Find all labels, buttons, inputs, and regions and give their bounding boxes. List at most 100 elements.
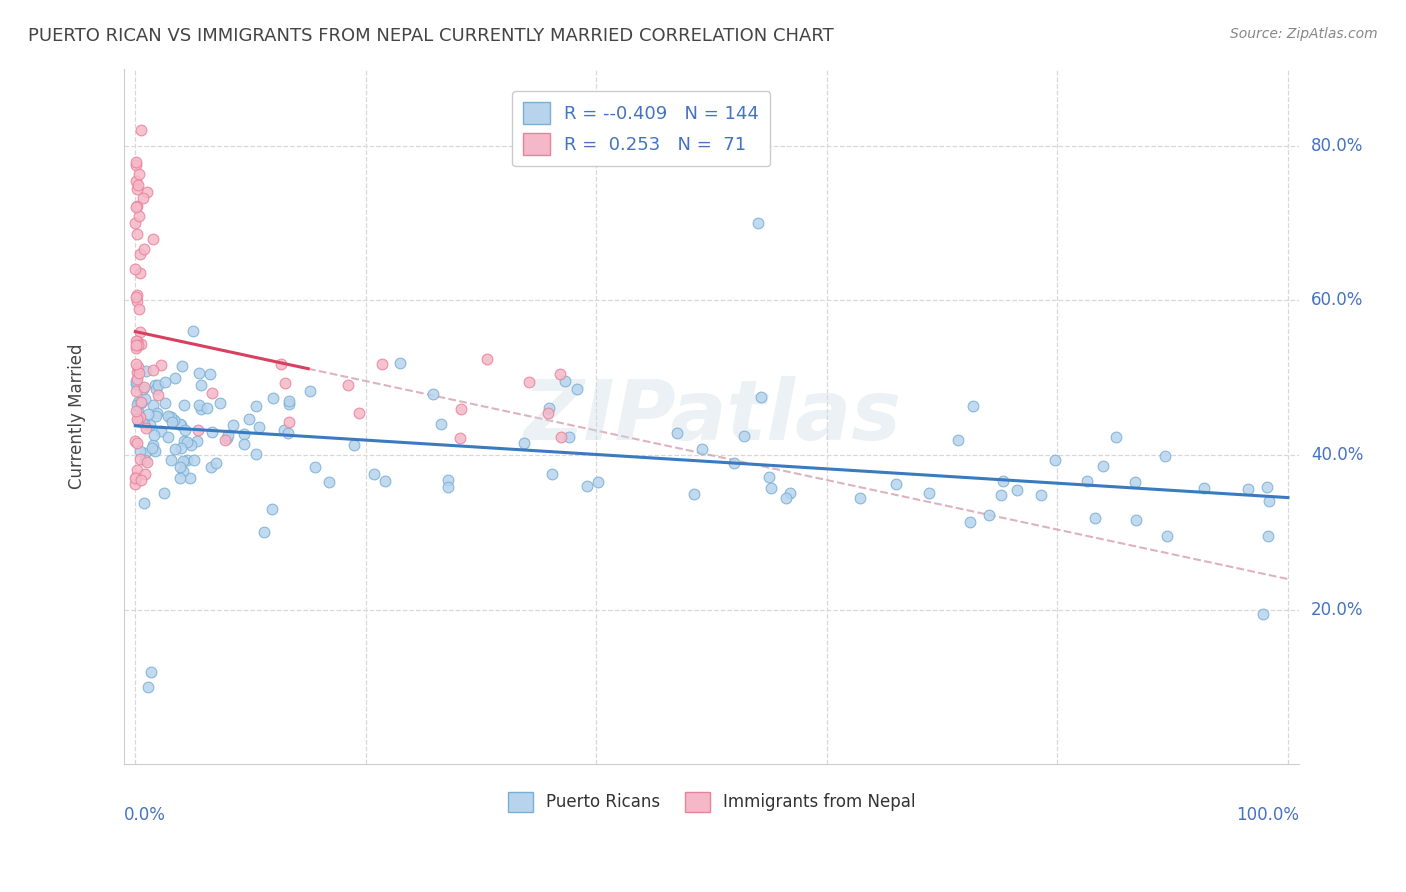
- Point: [125, 200, 148, 214]
- Point: [142, 363, 165, 377]
- Point: [1251, 607, 1274, 621]
- Point: [450, 402, 472, 417]
- Point: [758, 470, 780, 484]
- Point: [135, 185, 157, 199]
- Point: [124, 404, 146, 418]
- Point: [848, 491, 870, 506]
- Point: [946, 434, 969, 448]
- Point: [169, 417, 191, 431]
- Point: [124, 341, 146, 355]
- Point: [128, 210, 150, 224]
- Point: [336, 378, 359, 392]
- Point: [388, 355, 411, 369]
- Point: [215, 431, 238, 445]
- Point: [208, 395, 231, 409]
- Point: [513, 435, 536, 450]
- Point: [170, 417, 193, 432]
- Point: [959, 515, 981, 529]
- Point: [221, 418, 243, 433]
- Text: Currently Married: Currently Married: [67, 343, 86, 489]
- Point: [537, 406, 560, 420]
- Point: [759, 481, 782, 495]
- Point: [124, 374, 146, 388]
- Point: [550, 430, 572, 444]
- Point: [132, 382, 155, 396]
- Point: [201, 425, 224, 439]
- Point: [567, 382, 589, 396]
- Point: [134, 392, 156, 406]
- Point: [554, 374, 576, 388]
- Point: [198, 367, 221, 381]
- Point: [142, 438, 165, 452]
- Point: [125, 154, 148, 169]
- Point: [1005, 483, 1028, 497]
- Point: [124, 261, 146, 276]
- Point: [690, 442, 713, 456]
- Point: [173, 423, 195, 437]
- Point: [170, 359, 193, 374]
- Point: [977, 508, 1000, 523]
- Point: [160, 453, 183, 467]
- Point: [1125, 513, 1147, 527]
- Point: [156, 409, 179, 424]
- Point: [917, 486, 939, 500]
- Point: [253, 525, 276, 540]
- Point: [132, 380, 155, 394]
- Point: [159, 409, 181, 424]
- Point: [1156, 529, 1178, 543]
- Point: [1257, 529, 1279, 543]
- Point: [180, 438, 202, 452]
- Point: [127, 394, 149, 409]
- Point: [156, 430, 179, 444]
- Point: [148, 378, 170, 392]
- Point: [188, 366, 211, 380]
- Text: 20.0%: 20.0%: [1312, 600, 1364, 619]
- Point: [304, 460, 326, 475]
- Point: [245, 399, 267, 413]
- Point: [429, 417, 451, 431]
- Point: [135, 364, 157, 378]
- Point: [138, 680, 160, 694]
- Point: [125, 227, 148, 241]
- Point: [733, 429, 755, 443]
- Point: [363, 467, 385, 481]
- Text: 60.0%: 60.0%: [1312, 292, 1364, 310]
- Point: [176, 434, 198, 449]
- Point: [245, 447, 267, 461]
- Point: [125, 288, 148, 302]
- Point: [148, 388, 170, 402]
- Point: [127, 293, 149, 308]
- Point: [176, 452, 198, 467]
- Point: [125, 335, 148, 350]
- Point: [962, 399, 984, 413]
- Point: [186, 434, 208, 449]
- Point: [150, 424, 173, 438]
- Point: [125, 412, 148, 426]
- Point: [127, 198, 149, 212]
- Point: [214, 433, 236, 447]
- Point: [1123, 475, 1146, 489]
- Point: [134, 453, 156, 467]
- Point: [1237, 482, 1260, 496]
- Point: [749, 390, 772, 404]
- Point: [1154, 449, 1177, 463]
- Point: [124, 470, 146, 484]
- Point: [132, 496, 155, 510]
- Point: [132, 191, 155, 205]
- Point: [143, 443, 166, 458]
- Point: [125, 157, 148, 171]
- Point: [160, 415, 183, 429]
- Point: [475, 351, 498, 366]
- Point: [142, 427, 165, 442]
- Point: [298, 384, 321, 398]
- Point: [277, 397, 299, 411]
- Point: [173, 434, 195, 448]
- Point: [169, 471, 191, 485]
- Point: [273, 423, 295, 437]
- Point: [1031, 488, 1053, 502]
- Point: [128, 266, 150, 280]
- Point: [125, 334, 148, 348]
- Point: [129, 409, 152, 424]
- Point: [128, 167, 150, 181]
- Point: [125, 365, 148, 379]
